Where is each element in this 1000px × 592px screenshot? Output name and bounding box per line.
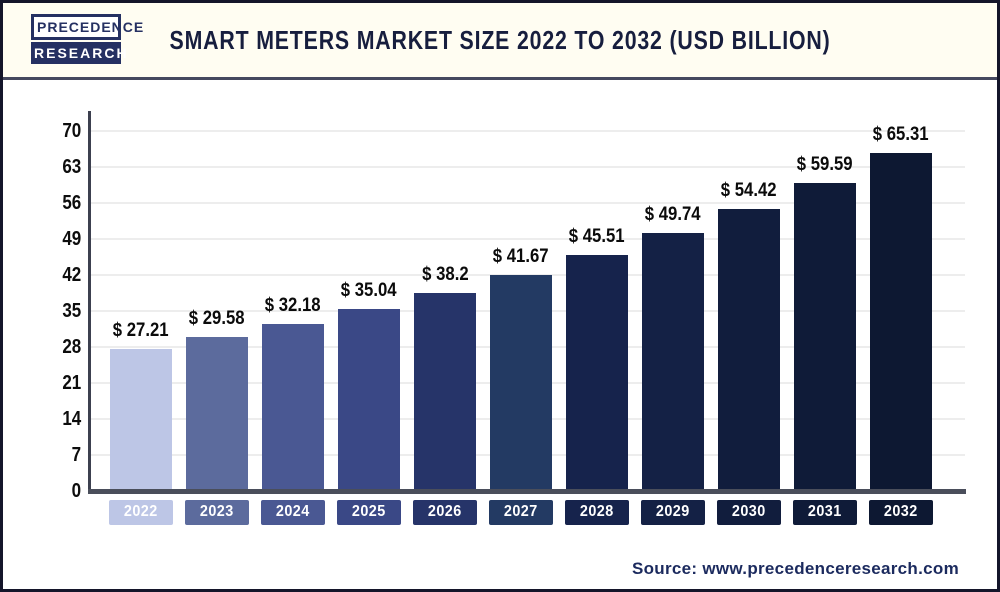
bar-2025 bbox=[338, 308, 400, 489]
y-tick-70: 70 bbox=[62, 120, 81, 142]
x-axis-label-2025: 2025 bbox=[337, 499, 401, 525]
bar-slot-2027: $ 41.67 bbox=[483, 93, 559, 489]
x-axis-label-2023: 2023 bbox=[185, 499, 249, 525]
bar-2022 bbox=[110, 349, 172, 489]
bar-2030 bbox=[718, 209, 780, 489]
precedence-research-logo: PRECEDENCE RESEARCH bbox=[31, 14, 143, 64]
x-label-slot-2024: 2024 bbox=[255, 499, 331, 525]
bar-slot-2029: $ 49.74 bbox=[635, 93, 711, 489]
bar-value-label-2030: $ 54.42 bbox=[721, 180, 777, 202]
bar-slot-2023: $ 29.58 bbox=[179, 93, 255, 489]
x-axis-label-2032: 2032 bbox=[869, 499, 933, 525]
bar-2023 bbox=[186, 336, 248, 489]
x-label-slot-2022: 2022 bbox=[103, 499, 179, 525]
bar-value-label-2024: $ 32.18 bbox=[265, 294, 321, 316]
bar-value-label-2032: $ 65.31 bbox=[873, 124, 929, 146]
y-tick-7: 7 bbox=[71, 444, 81, 466]
bar-slot-2026: $ 38.2 bbox=[407, 93, 483, 489]
y-tick-56: 56 bbox=[62, 192, 81, 214]
y-tick-28: 28 bbox=[62, 336, 81, 358]
logo-line2: RESEARCH bbox=[31, 42, 127, 64]
bar-value-label-2028: $ 45.51 bbox=[569, 225, 625, 247]
bar-value-label-2031: $ 59.59 bbox=[797, 153, 853, 175]
x-axis-label-2028: 2028 bbox=[565, 499, 629, 525]
y-tick-14: 14 bbox=[62, 408, 81, 430]
bar-2029 bbox=[642, 233, 704, 489]
bar-2027 bbox=[490, 274, 552, 489]
x-axis-label-2031: 2031 bbox=[793, 499, 857, 525]
bar-2024 bbox=[262, 323, 324, 489]
x-axis-labels: 2022 2023 2024 2025 2026 2027 2028 2029 2030 2031… bbox=[103, 499, 939, 525]
chart-title: SMART METERS MARKET SIZE 2022 TO 2032 (U… bbox=[169, 24, 831, 55]
x-label-slot-2025: 2025 bbox=[331, 499, 407, 525]
bar-value-label-2027: $ 41.67 bbox=[493, 245, 549, 267]
y-tick-63: 63 bbox=[62, 156, 81, 178]
x-label-slot-2032: 2032 bbox=[863, 499, 939, 525]
x-label-slot-2029: 2029 bbox=[635, 499, 711, 525]
bar-value-label-2029: $ 49.74 bbox=[645, 204, 701, 226]
y-tick-42: 42 bbox=[62, 264, 81, 286]
x-label-slot-2031: 2031 bbox=[787, 499, 863, 525]
x-label-slot-2027: 2027 bbox=[483, 499, 559, 525]
logo-line1: PRECEDENCE bbox=[31, 14, 143, 40]
bar-slot-2030: $ 54.42 bbox=[711, 93, 787, 489]
bar-series: $ 27.21 $ 29.58 $ 32.18 $ 35.04 $ 38.2 $ 41.6… bbox=[103, 93, 939, 489]
bar-value-label-2026: $ 38.2 bbox=[421, 263, 469, 285]
gridline-56 bbox=[91, 202, 965, 204]
bar-2026 bbox=[414, 292, 476, 489]
x-axis-label-2030: 2030 bbox=[717, 499, 781, 525]
x-axis-line bbox=[88, 489, 966, 494]
gridline-63 bbox=[91, 166, 965, 168]
bar-slot-2032: $ 65.31 bbox=[863, 93, 939, 489]
bar-slot-2031: $ 59.59 bbox=[787, 93, 863, 489]
bar-2028 bbox=[566, 254, 628, 489]
x-axis-label-2029: 2029 bbox=[641, 499, 705, 525]
bar-2032 bbox=[870, 153, 932, 489]
header: PRECEDENCE RESEARCH SMART METERS MARKET … bbox=[3, 3, 997, 77]
bar-value-label-2022: $ 27.21 bbox=[113, 320, 169, 342]
y-tick-35: 35 bbox=[62, 300, 81, 322]
x-label-slot-2026: 2026 bbox=[407, 499, 483, 525]
bar-2031 bbox=[794, 182, 856, 489]
bar-value-label-2023: $ 29.58 bbox=[189, 307, 245, 329]
bar-value-label-2025: $ 35.04 bbox=[341, 279, 397, 301]
x-axis-label-2027: 2027 bbox=[489, 499, 553, 525]
x-axis-label-2022: 2022 bbox=[109, 499, 173, 525]
bar-slot-2028: $ 45.51 bbox=[559, 93, 635, 489]
bar-slot-2024: $ 32.18 bbox=[255, 93, 331, 489]
header-divider bbox=[3, 77, 997, 80]
x-label-slot-2023: 2023 bbox=[179, 499, 255, 525]
y-tick-21: 21 bbox=[62, 372, 81, 394]
x-axis-label-2026: 2026 bbox=[413, 499, 477, 525]
x-axis-label-2024: 2024 bbox=[261, 499, 325, 525]
y-axis-line bbox=[88, 111, 91, 492]
source-attribution: Source: www.precedenceresearch.com bbox=[631, 559, 959, 578]
y-tick-0: 0 bbox=[71, 480, 81, 502]
x-label-slot-2028: 2028 bbox=[559, 499, 635, 525]
x-label-slot-2030: 2030 bbox=[711, 499, 787, 525]
bar-slot-2022: $ 27.21 bbox=[103, 93, 179, 489]
gridline-70 bbox=[91, 130, 965, 132]
gridline-49 bbox=[91, 238, 965, 240]
y-tick-49: 49 bbox=[62, 228, 81, 250]
bar-slot-2025: $ 35.04 bbox=[331, 93, 407, 489]
